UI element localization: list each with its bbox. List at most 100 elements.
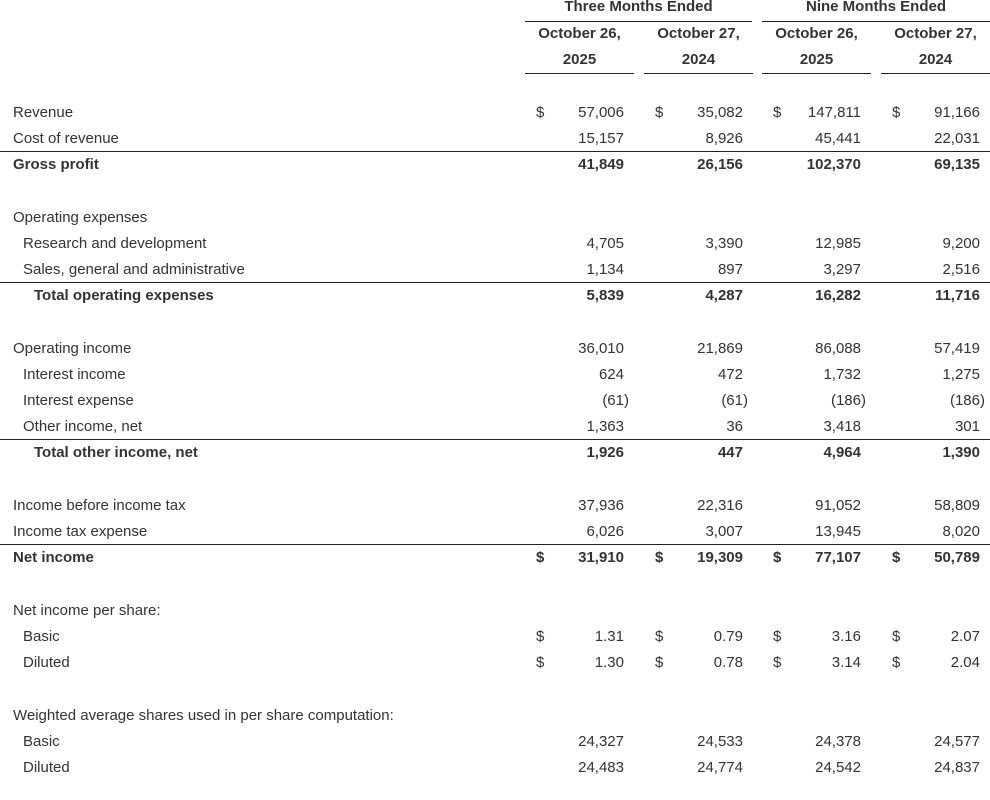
divider (644, 73, 753, 74)
table-row: Diluted $1.30 $0.78 $3.14 $2.04 (0, 650, 990, 676)
cell-value: 472 (717, 366, 743, 383)
cell-value: 26,156 (697, 155, 743, 173)
cell-value: 9,200 (942, 235, 980, 252)
currency-symbol: $ (536, 104, 545, 121)
row-label: Basic (23, 628, 60, 645)
cell-value: 24,542 (815, 759, 861, 776)
cell-value: (61) (602, 392, 629, 410)
currency-symbol: $ (892, 548, 901, 566)
cell-value: 31,910 (578, 548, 624, 566)
cell-value: 57,006 (578, 104, 624, 121)
cell-value: 77,107 (815, 548, 861, 566)
divider (762, 21, 990, 22)
row-label: Diluted (23, 654, 70, 672)
divider (762, 73, 871, 74)
table-row: Research and development 4,705 3,390 12,985… (0, 231, 990, 257)
cell-value: 1.31 (594, 628, 624, 645)
cell-value: 16,282 (815, 286, 861, 304)
column-header-line1: October 26, (538, 25, 621, 42)
row-label: Operating expenses (13, 208, 148, 226)
table-row: Income before income tax 37,936 22,316 91,0… (0, 493, 990, 519)
column-header-line2: 2025 (799, 51, 834, 68)
row-label: Total other income, net (34, 444, 198, 462)
table-row: Basic $1.31 $0.79 $3.16 $2.07 (0, 624, 990, 650)
cell-value: 86,088 (815, 339, 861, 357)
table-row: Net income per share: (0, 598, 990, 624)
cell-value: 24,577 (934, 732, 980, 750)
cell-value: 6,026 (586, 523, 624, 541)
cell-value: 3,418 (823, 418, 861, 436)
cell-value: 35,082 (697, 104, 743, 121)
cell-value: 24,483 (578, 759, 624, 776)
cell-value: 24,533 (697, 732, 743, 750)
cell-value: 58,809 (934, 497, 980, 514)
table-row: Net income $31,910 $19,309 $77,107 $50,789 (0, 543, 990, 571)
currency-symbol: $ (536, 654, 545, 672)
cell-value: 24,327 (578, 732, 624, 750)
row-label: Gross profit (13, 155, 99, 173)
currency-symbol: $ (536, 548, 545, 566)
column-header-line1: October 27, (657, 25, 740, 42)
row-label: Other income, net (23, 418, 143, 436)
cell-value: 3.16 (831, 628, 861, 645)
table-row: Operating income 36,010 21,869 86,088 57,419 (0, 336, 990, 362)
cell-value: 1,275 (942, 366, 980, 383)
table-row: Operating expenses (0, 205, 990, 231)
table-row: Diluted 24,483 24,774 24,542 24,837 (0, 755, 990, 781)
cell-value: 37,936 (578, 497, 624, 514)
table-row: Total operating expenses 5,839 4,287 16,282… (0, 281, 990, 309)
row-label: Total operating expenses (34, 286, 214, 304)
cell-value: 1,363 (586, 418, 624, 436)
cell-value: 12,985 (815, 235, 861, 252)
cell-value: 0.79 (713, 628, 743, 645)
row-label: Interest expense (23, 392, 134, 410)
column-header-line1: October 27, (894, 25, 977, 42)
cell-value: 45,441 (815, 130, 861, 148)
table-row: Other income, net 1,363 36 3,418 301 (0, 414, 990, 440)
column-header-line2: 2025 (562, 51, 597, 68)
currency-symbol: $ (655, 104, 664, 121)
cell-value: 2.04 (950, 654, 980, 672)
cell-value: 147,811 (807, 104, 861, 121)
table-row: Revenue $57,006 $35,082 $147,811 $91,166 (0, 100, 990, 126)
cell-value: 24,378 (815, 732, 861, 750)
divider (881, 73, 990, 74)
table-row: Income tax expense 6,026 3,007 13,945 8,020 (0, 519, 990, 545)
table-row: Interest income 624 472 1,732 1,275 (0, 362, 990, 388)
cell-value: 4,287 (705, 286, 743, 304)
row-label: Operating income (13, 339, 132, 357)
cell-value: 897 (717, 261, 743, 279)
cell-value: 57,419 (934, 339, 980, 357)
row-label: Net income per share: (13, 601, 161, 619)
cell-value: 19,309 (697, 548, 743, 566)
cell-value: (186) (830, 392, 866, 410)
column-header-line2: 2024 (918, 51, 953, 68)
cell-value: 50,789 (934, 548, 980, 566)
table-row: Weighted average shares used in per shar… (0, 703, 990, 729)
cell-value: 301 (954, 418, 980, 436)
table-row: Interest expense (61) (61) (186) (186) (0, 388, 990, 414)
row-label: Diluted (23, 759, 70, 776)
group-header-three-months: Three Months Ended (564, 0, 713, 15)
row-label: Revenue (13, 104, 74, 121)
cell-value: 1,926 (586, 444, 624, 462)
currency-symbol: $ (536, 628, 545, 645)
cell-value: 8,926 (705, 130, 743, 148)
group-header-nine-months: Nine Months Ended (806, 0, 946, 15)
cell-value: 0.78 (713, 654, 743, 672)
column-header-line1: October 26, (775, 25, 858, 42)
cell-value: 91,166 (934, 104, 980, 121)
currency-symbol: $ (655, 654, 664, 672)
row-label: Sales, general and administrative (23, 261, 245, 279)
cell-value: 3,007 (705, 523, 743, 541)
currency-symbol: $ (773, 548, 782, 566)
cell-value: 69,135 (934, 155, 980, 173)
cell-value: 91,052 (815, 497, 861, 514)
cell-value: 3.14 (831, 654, 861, 672)
divider (525, 73, 634, 74)
cell-value: 36 (726, 418, 743, 436)
cell-value: 11,716 (934, 286, 980, 304)
cell-value: 4,964 (823, 444, 861, 462)
cell-value: 2,516 (942, 261, 980, 279)
cell-value: 24,837 (934, 759, 980, 776)
